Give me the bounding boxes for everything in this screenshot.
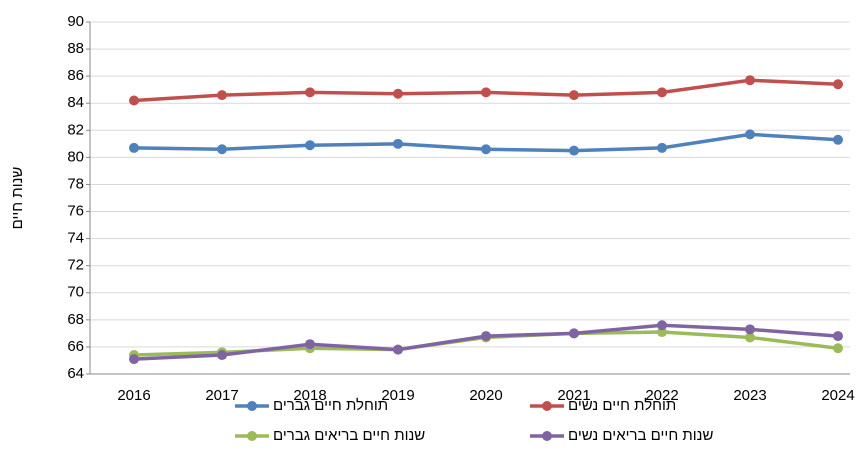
data-point <box>217 90 227 101</box>
data-point <box>657 320 667 331</box>
legend-label: תוחלת חיים גברים <box>273 397 388 414</box>
y-tick-label: 84 <box>67 94 84 111</box>
legend-label: שנות חיים בריאים נשים <box>568 427 713 444</box>
data-point <box>745 75 755 86</box>
data-point <box>833 343 843 354</box>
y-tick-label: 76 <box>67 203 84 220</box>
legend-marker <box>247 431 257 441</box>
data-point <box>657 142 667 153</box>
data-point <box>833 331 843 342</box>
x-tick-label: 2021 <box>557 387 590 404</box>
data-point <box>393 138 403 149</box>
data-point <box>393 88 403 99</box>
data-point <box>305 140 315 151</box>
x-tick-label: 2022 <box>645 387 678 404</box>
legend-label: שנות חיים בריאים גברים <box>273 427 425 444</box>
legend-marker <box>247 401 257 411</box>
x-tick-label: 2018 <box>293 387 326 404</box>
data-point <box>129 142 139 153</box>
data-point <box>745 324 755 335</box>
data-point <box>393 344 403 355</box>
data-point <box>217 144 227 155</box>
data-point <box>569 90 579 101</box>
data-point <box>745 332 755 343</box>
data-point <box>833 134 843 145</box>
x-tick-label: 2019 <box>381 387 414 404</box>
data-point <box>129 95 139 106</box>
data-point <box>129 354 139 365</box>
data-point <box>305 339 315 350</box>
data-point <box>481 331 491 342</box>
y-tick-label: 86 <box>67 67 84 84</box>
y-tick-label: 80 <box>67 148 84 165</box>
data-point <box>217 350 227 361</box>
legend-marker <box>542 431 552 441</box>
y-tick-label: 72 <box>67 257 84 274</box>
y-axis-label: שנות חיים <box>9 167 26 230</box>
x-tick-label: 2017 <box>205 387 238 404</box>
x-tick-label: 2024 <box>821 387 854 404</box>
y-tick-label: 90 <box>67 13 84 30</box>
data-point <box>833 79 843 90</box>
x-tick-label: 2023 <box>733 387 766 404</box>
data-point <box>305 87 315 98</box>
data-point <box>657 87 667 98</box>
data-point <box>569 328 579 339</box>
legend-marker <box>542 401 552 411</box>
y-tick-label: 66 <box>67 338 84 355</box>
data-point <box>745 129 755 140</box>
y-tick-label: 70 <box>67 284 84 301</box>
x-tick-label: 2016 <box>117 387 150 404</box>
legend-label: תוחלת חיים נשים <box>568 397 676 414</box>
data-point <box>569 145 579 156</box>
y-tick-label: 68 <box>67 311 84 328</box>
data-point <box>481 87 491 98</box>
y-tick-label: 64 <box>67 365 84 382</box>
x-tick-label: 2020 <box>469 387 502 404</box>
y-tick-label: 82 <box>67 121 84 138</box>
y-tick-label: 74 <box>67 230 84 247</box>
data-point <box>481 144 491 155</box>
y-tick-label: 78 <box>67 175 84 192</box>
y-tick-label: 88 <box>67 40 84 57</box>
